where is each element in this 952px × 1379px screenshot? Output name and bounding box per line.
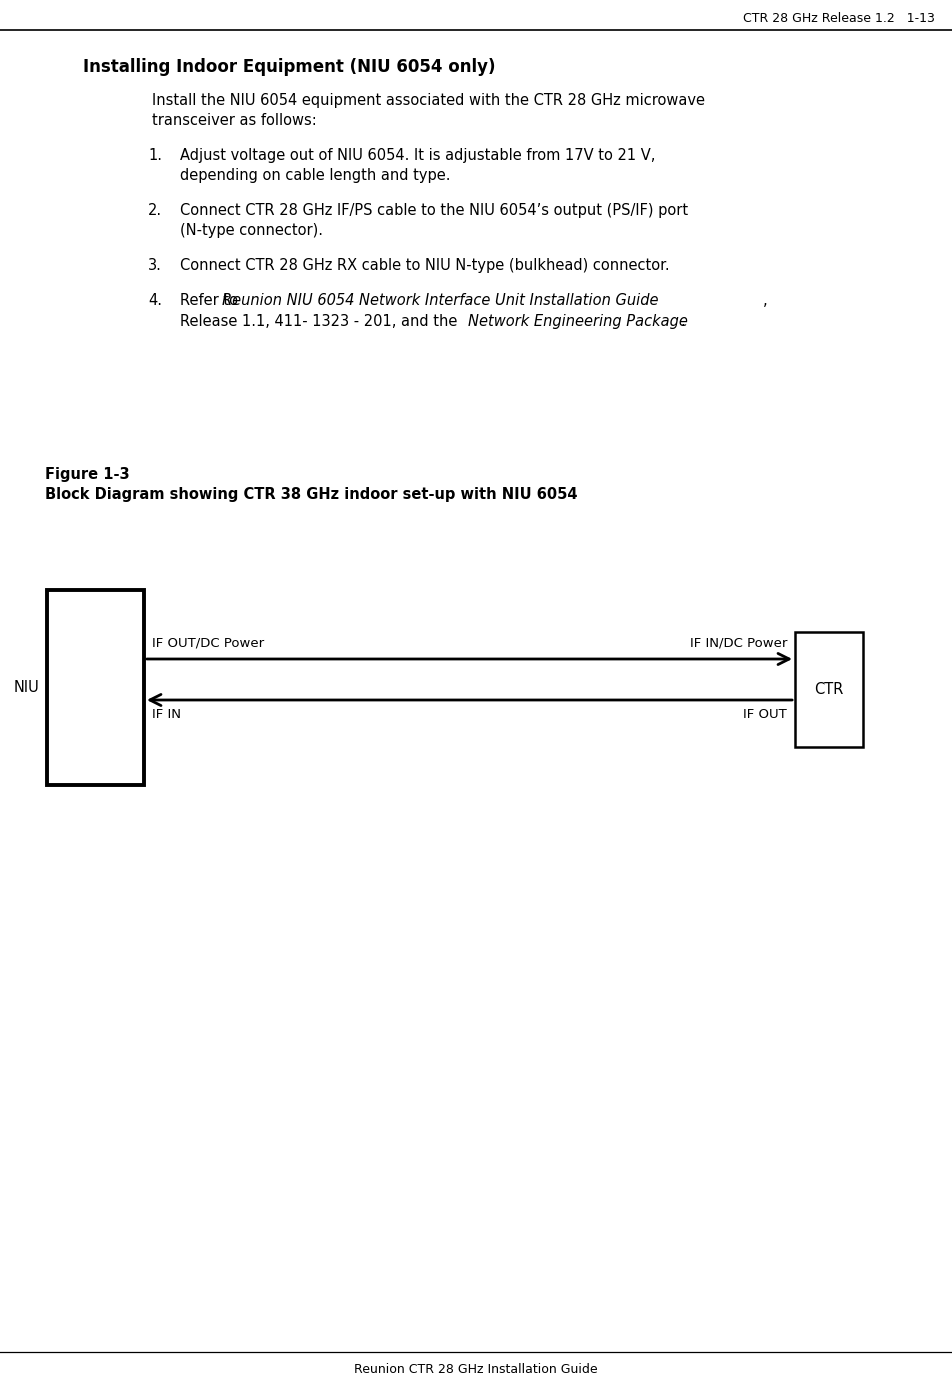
Text: IF OUT/DC Power: IF OUT/DC Power <box>152 636 264 650</box>
Text: Connect CTR 28 GHz RX cable to NIU N-type (bulkhead) connector.: Connect CTR 28 GHz RX cable to NIU N-typ… <box>180 258 669 273</box>
Text: Connect CTR 28 GHz IF/PS cable to the NIU 6054’s output (PS/IF) port: Connect CTR 28 GHz IF/PS cable to the NI… <box>180 203 688 218</box>
Text: NIU: NIU <box>13 680 39 695</box>
Text: transceiver as follows:: transceiver as follows: <box>152 113 317 128</box>
Text: IF IN/DC Power: IF IN/DC Power <box>689 636 787 650</box>
Text: Figure 1-3: Figure 1-3 <box>45 467 129 483</box>
Text: Install the NIU 6054 equipment associated with the CTR 28 GHz microwave: Install the NIU 6054 equipment associate… <box>152 92 705 108</box>
Text: 3.: 3. <box>148 258 162 273</box>
Text: 4.: 4. <box>148 292 162 308</box>
Text: Installing Indoor Equipment (NIU 6054 only): Installing Indoor Equipment (NIU 6054 on… <box>83 58 495 76</box>
Text: depending on cable length and type.: depending on cable length and type. <box>180 168 450 183</box>
Text: 1.: 1. <box>148 148 162 163</box>
Bar <box>47 590 144 785</box>
Text: .: . <box>680 314 684 330</box>
Text: Block Diagram showing CTR 38 GHz indoor set-up with NIU 6054: Block Diagram showing CTR 38 GHz indoor … <box>45 487 578 502</box>
Text: Adjust voltage out of NIU 6054. It is adjustable from 17V to 21 V,: Adjust voltage out of NIU 6054. It is ad… <box>180 148 655 163</box>
Text: IF IN: IF IN <box>152 707 181 721</box>
Text: Reunion NIU 6054 Network Interface Unit Installation Guide: Reunion NIU 6054 Network Interface Unit … <box>222 292 659 308</box>
Text: CTR: CTR <box>814 683 843 696</box>
Bar <box>795 632 863 747</box>
Text: Refer to: Refer to <box>180 292 243 308</box>
Text: IF OUT: IF OUT <box>744 707 787 721</box>
Text: Network Engineering Package: Network Engineering Package <box>468 314 688 330</box>
Text: Reunion CTR 28 GHz Installation Guide: Reunion CTR 28 GHz Installation Guide <box>354 1362 598 1376</box>
Text: Release 1.1, 411- 1323 - 201, and the: Release 1.1, 411- 1323 - 201, and the <box>180 314 462 330</box>
Text: ,: , <box>763 292 767 308</box>
Text: CTR 28 GHz Release 1.2   1-13: CTR 28 GHz Release 1.2 1-13 <box>744 11 935 25</box>
Text: (N-type connector).: (N-type connector). <box>180 223 323 239</box>
Text: 2.: 2. <box>148 203 162 218</box>
